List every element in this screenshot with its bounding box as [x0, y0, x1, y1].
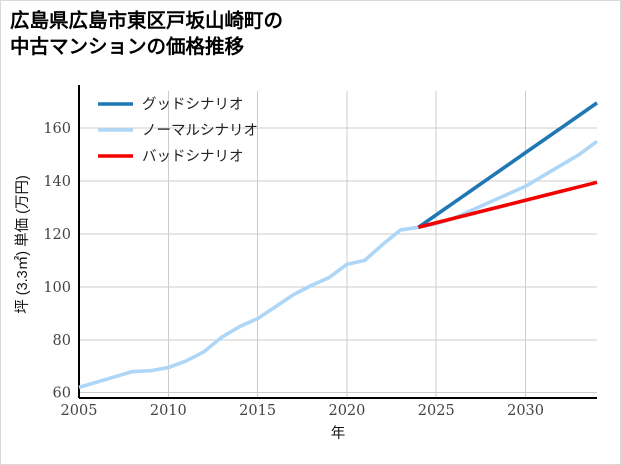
y-tick-160: 160 — [43, 121, 71, 137]
y-tick-labels: 60 80 100 120 140 160 — [43, 121, 71, 402]
x-tick-labels: 2005 2010 2015 2020 2025 2030 — [61, 403, 544, 419]
x-tick-2010: 2010 — [150, 403, 187, 419]
series-line-グッドシナリオ — [417, 101, 599, 229]
y-axis-title: 坪 (3.3㎡) 単価 (万円) — [14, 175, 31, 314]
series-group — [78, 101, 599, 390]
y-tick-60: 60 — [53, 386, 71, 402]
x-tick-2005: 2005 — [61, 403, 98, 419]
y-tick-100: 100 — [43, 280, 71, 296]
x-tick-2025: 2025 — [418, 403, 455, 419]
x-tick-2030: 2030 — [507, 403, 544, 419]
x-axis-title: 年 — [331, 425, 346, 442]
y-tick-140: 140 — [43, 174, 71, 190]
x-tick-2015: 2015 — [239, 403, 276, 419]
series-line-バッドシナリオ — [417, 180, 598, 230]
y-tick-80: 80 — [53, 333, 71, 349]
legend-label-1: ノーマルシナリオ — [142, 123, 258, 139]
y-tick-120: 120 — [43, 227, 71, 243]
axis-lines — [78, 85, 597, 399]
series-line-ノーマルシナリオ — [78, 139, 599, 390]
legend-label-2: バッドシナリオ — [142, 149, 244, 165]
x-tick-2020: 2020 — [328, 403, 365, 419]
legend-label-0: グッドシナリオ — [142, 96, 244, 113]
page-title: 広島県広島市東区戸坂山崎町の 中古マンションの価格推移 — [10, 10, 284, 58]
